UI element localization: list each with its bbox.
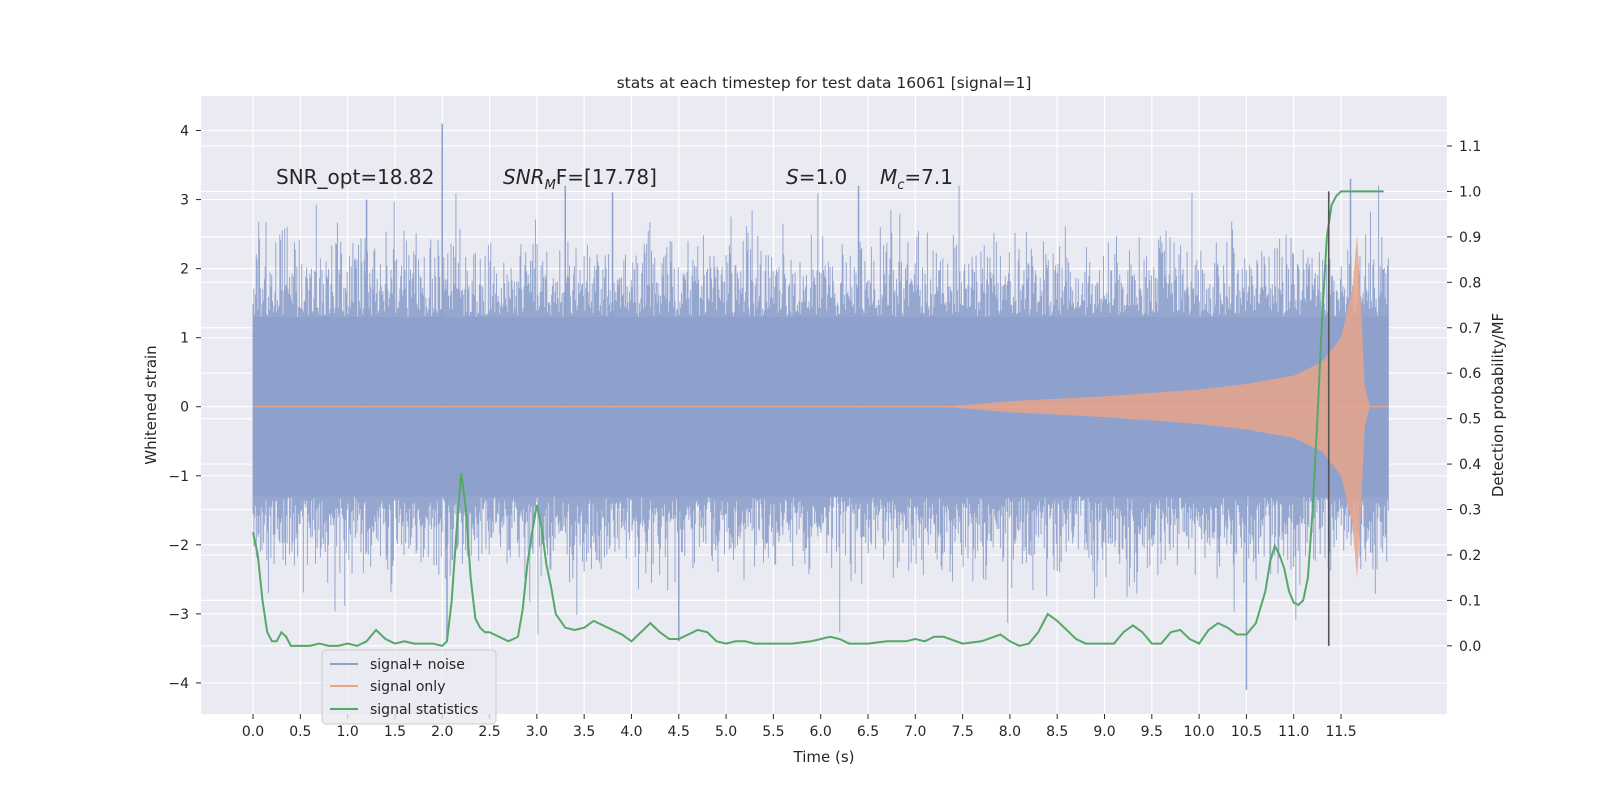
- x-tick-label: 11.0: [1278, 724, 1309, 740]
- y-axis-label: Whitened strain: [142, 345, 160, 464]
- x-tick-label: 4.5: [668, 724, 690, 740]
- signal-statistics-series: [252, 190, 1384, 647]
- signal-only-series: [253, 234, 1389, 580]
- annotation-snr-opt: SNR_opt=18.82: [276, 165, 434, 189]
- annotation-s: S=1.0: [786, 165, 847, 189]
- y2-tick-label: 0.5: [1459, 412, 1481, 428]
- legend-label-signal-only: signal only: [370, 679, 445, 695]
- y2-tick-label: 0.4: [1459, 457, 1481, 473]
- x-tick-label: 10.0: [1184, 724, 1215, 740]
- y2-tick-label: 0.9: [1459, 230, 1481, 246]
- legend: signal+ noise signal only signal statist…: [321, 649, 497, 725]
- y-tick-label: 1: [180, 331, 189, 347]
- y-tick-label: −1: [168, 469, 189, 485]
- y2-tick-label: 0.8: [1459, 275, 1481, 291]
- legend-label-signal-noise: signal+ noise: [370, 657, 465, 673]
- x-tick-label: 4.0: [620, 724, 642, 740]
- y-axis-left: 4 3 2 1 0 −1 −2 −3 −4: [168, 124, 201, 692]
- y2-tick-label: 0.6: [1459, 366, 1481, 382]
- y2-tick-label: 1.1: [1459, 139, 1481, 155]
- x-tick-label: 0.5: [289, 724, 311, 740]
- x-axis: 0.0 0.5 1.0 1.5 2.0 2.5 3.0 3.5 4.0 4.5 5.0 5.5 6.0 6…: [242, 714, 1357, 740]
- statistics-line: [252, 190, 1384, 647]
- y2-tick-label: 0.2: [1459, 548, 1481, 564]
- y-tick-label: 4: [180, 124, 189, 140]
- x-tick-label: 0.0: [242, 724, 264, 740]
- x-tick-label: 9.0: [1093, 724, 1115, 740]
- y-tick-label: 3: [180, 193, 189, 209]
- x-tick-label: 5.5: [762, 724, 784, 740]
- y2-axis-label: Detection probability/MF: [1489, 313, 1507, 497]
- y-tick-label: −4: [168, 676, 189, 692]
- x-tick-label: 8.5: [1046, 724, 1068, 740]
- x-axis-label: Time (s): [793, 748, 855, 766]
- x-tick-label: 1.5: [384, 724, 406, 740]
- y-tick-label: −2: [168, 538, 189, 554]
- x-tick-label: 7.0: [904, 724, 926, 740]
- x-tick-label: 6.0: [810, 724, 832, 740]
- annotation-snr-mf: SNRMF=[17.78]: [503, 165, 657, 193]
- legend-label-signal-statistics: signal statistics: [370, 702, 478, 718]
- y2-tick-label: 0.7: [1459, 321, 1481, 337]
- y2-tick-label: 1.0: [1459, 184, 1481, 200]
- x-tick-label: 7.5: [951, 724, 973, 740]
- x-tick-label: 9.5: [1141, 724, 1163, 740]
- x-tick-label: 2.0: [431, 724, 453, 740]
- x-tick-label: 3.0: [526, 724, 548, 740]
- x-tick-label: 8.0: [999, 724, 1021, 740]
- y-tick-label: 2: [180, 262, 189, 278]
- x-tick-label: 5.0: [715, 724, 737, 740]
- x-tick-label: 2.5: [478, 724, 500, 740]
- x-tick-label: 1.0: [337, 724, 359, 740]
- y-axis-right: 1.1 1.0 0.9 0.8 0.7 0.6 0.5 0.4 0.3 0.2 0.1 0.0: [1447, 139, 1481, 655]
- y2-tick-label: 0.3: [1459, 503, 1481, 519]
- y2-tick-label: 0.1: [1459, 593, 1481, 609]
- x-tick-label: 11.5: [1325, 724, 1356, 740]
- x-tick-label: 6.5: [857, 724, 879, 740]
- annotation-mc: Mc=7.1: [880, 165, 953, 193]
- x-tick-label: 10.5: [1231, 724, 1262, 740]
- y-tick-label: −3: [168, 607, 189, 623]
- y2-tick-label: 0.0: [1459, 639, 1481, 655]
- legend-box: [321, 649, 497, 725]
- x-tick-label: 3.5: [573, 724, 595, 740]
- chart-title: stats at each timestep for test data 160…: [617, 74, 1032, 92]
- y-tick-label: 0: [180, 400, 189, 416]
